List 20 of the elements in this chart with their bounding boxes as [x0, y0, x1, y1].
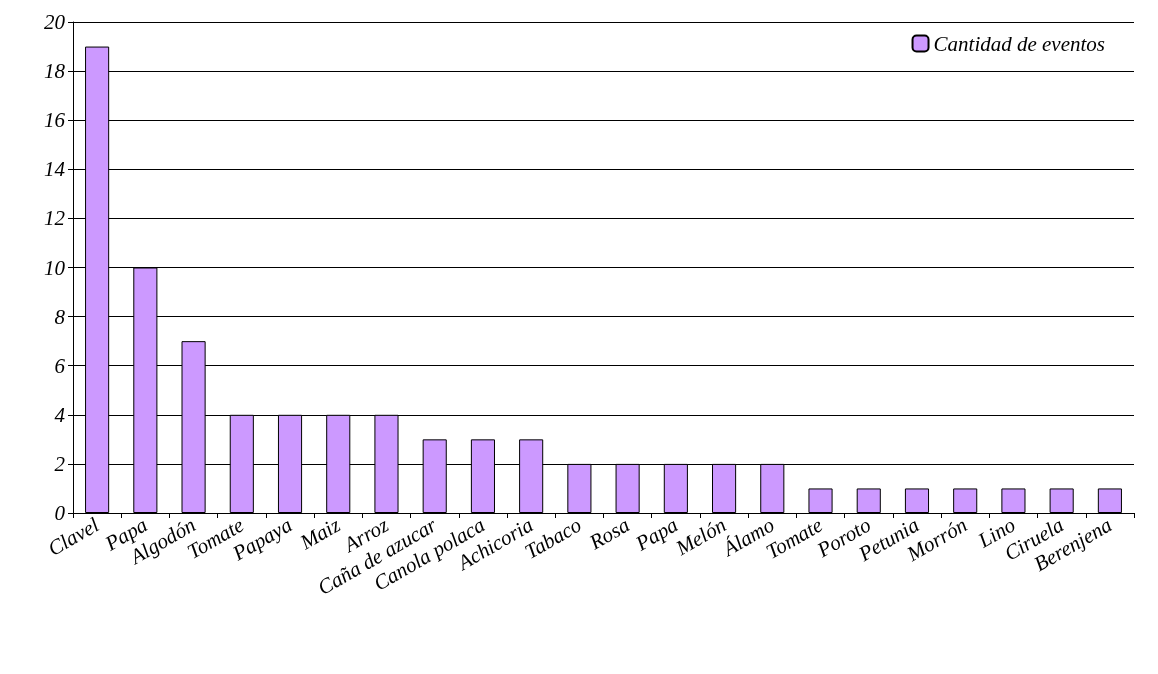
x-tick-label: Maiz: [295, 512, 345, 555]
y-tick-label: 2: [54, 451, 66, 476]
y-tick-label: 4: [54, 402, 66, 427]
y-tick-label: 14: [44, 157, 66, 182]
bar: [953, 488, 978, 513]
y-tick-label: 16: [44, 108, 66, 133]
y-tick-label: 12: [44, 206, 66, 231]
bar: [1001, 488, 1026, 513]
y-tick-label: 8: [54, 304, 66, 329]
bar: [1097, 488, 1122, 513]
legend-label: Cantidad de eventos: [933, 31, 1105, 56]
bar: [904, 488, 930, 513]
y-tick-label: 18: [44, 59, 66, 84]
y-tick-label: 10: [44, 255, 66, 280]
y-tick-label: 6: [54, 353, 66, 378]
x-tick-label: Rosa: [584, 512, 634, 555]
bar: [856, 488, 881, 513]
bar: [808, 488, 833, 513]
bar: [1049, 488, 1074, 513]
y-tick-label: 20: [44, 10, 66, 34]
